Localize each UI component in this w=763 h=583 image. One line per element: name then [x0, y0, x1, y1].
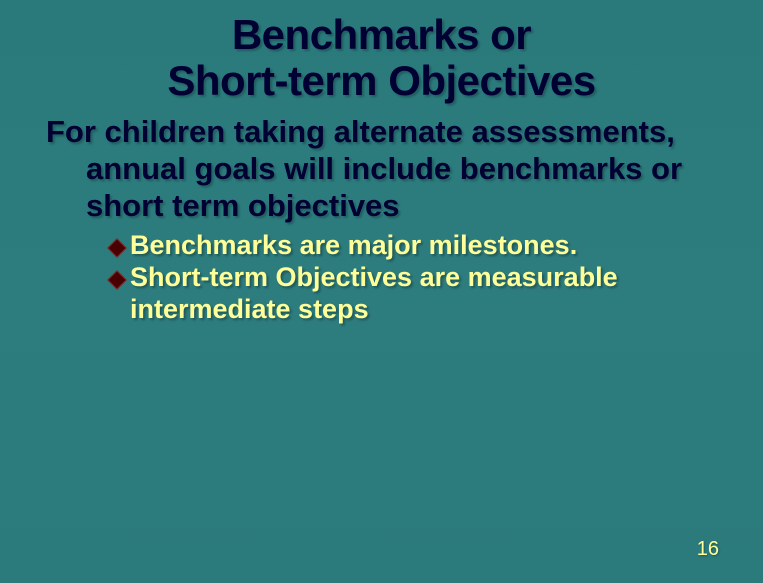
intro-text: For children taking alternate assessment…	[46, 114, 723, 224]
bullet-text: Benchmarks are major milestones.	[130, 230, 723, 262]
list-item: Short-term Objectives are measurable int…	[110, 262, 723, 326]
title-line-2: Short-term Objectives	[167, 57, 595, 104]
diamond-bullet-icon	[107, 270, 127, 290]
list-item: Benchmarks are major milestones.	[110, 230, 723, 262]
slide-title: Benchmarks or Short-term Objectives	[0, 0, 763, 104]
bullet-text: Short-term Objectives are measurable int…	[130, 262, 723, 326]
slide: Benchmarks or Short-term Objectives For …	[0, 0, 763, 583]
page-number: 16	[697, 538, 719, 561]
intro-paragraph: For children taking alternate assessment…	[0, 104, 763, 224]
bullet-list: Benchmarks are major milestones. Short-t…	[0, 224, 763, 326]
diamond-bullet-icon	[107, 238, 127, 258]
title-line-1: Benchmarks or	[232, 11, 531, 58]
